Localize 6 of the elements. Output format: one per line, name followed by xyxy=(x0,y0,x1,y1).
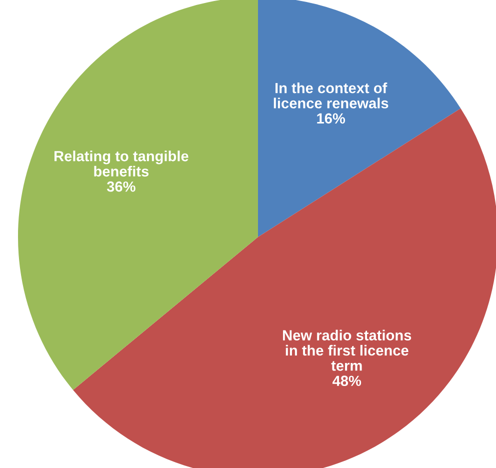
data-label: 36% xyxy=(106,181,136,192)
data-label: 48% xyxy=(332,376,362,386)
slice-label: In the context of licence renewals xyxy=(274,82,388,108)
data-label: 16% xyxy=(317,113,346,124)
slice-label: Relating to tangible benefits xyxy=(54,150,188,177)
slice-label: New radio stations in the first licence term xyxy=(283,330,412,371)
